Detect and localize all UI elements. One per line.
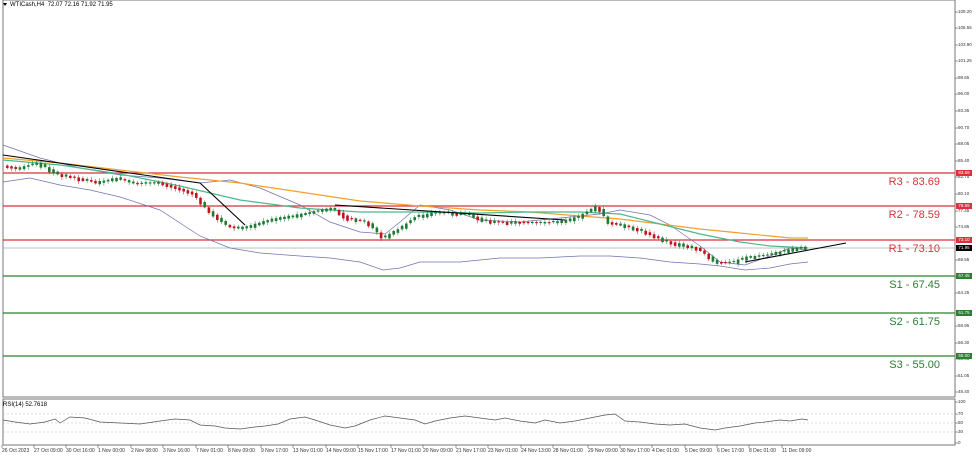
time-axis-label: 13 Nov 01:00 — [293, 448, 323, 454]
price-axis-label: 103.90 — [958, 42, 972, 47]
rsi-indicator-label: RSI(14) 52.7618 — [3, 402, 48, 408]
level-label-s3: S3 - 55.00 — [889, 359, 940, 371]
time-axis-label: 9 Nov 17:00 — [261, 448, 288, 454]
price-axis-label: 93.35 — [958, 108, 970, 113]
time-axis-label: 8 Dec 01:00 — [749, 448, 776, 454]
time-axis-label: 4 Dec 01:00 — [652, 448, 679, 454]
time-axis-label: 28 Nov 01:00 — [553, 448, 583, 454]
level-tag-s3: 55.00 — [956, 353, 972, 359]
level-tag-r1: 73.10 — [956, 237, 972, 243]
price-axis-label: 77.45 — [958, 208, 970, 213]
price-axis-label: 96.00 — [958, 91, 970, 96]
level-label-r1: R1 - 73.10 — [888, 243, 940, 255]
time-axis-label: 29 Nov 09:00 — [588, 448, 618, 454]
candlesticks — [6, 160, 807, 267]
price-axis-label: 106.55 — [958, 25, 972, 30]
main-panel — [2, 0, 956, 398]
rsi-line — [2, 413, 809, 431]
level-label-r3: R3 - 83.69 — [888, 176, 940, 188]
time-axis-label: 5 Dec 09:00 — [685, 448, 712, 454]
price-axis-label: 51.05 — [958, 373, 970, 378]
time-axis-label: 21 Nov 17:00 — [456, 448, 486, 454]
level-tag-r3: 83.69 — [956, 170, 972, 176]
time-axis-label: 8 Nov 09:00 — [228, 448, 255, 454]
rsi-axis-label: 0 — [958, 440, 961, 445]
ohlc-values: 72.07 72.16 71.92 71.95 — [47, 2, 113, 8]
level-tag-s1: 67.45 — [956, 273, 972, 279]
time-axis-label: 23 Nov 01:00 — [488, 448, 518, 454]
rsi-axis-label: 50 — [958, 420, 964, 425]
trendlines[interactable] — [2, 154, 847, 263]
price-axis-label: 88.05 — [958, 141, 970, 146]
price-axis-label: 69.55 — [958, 257, 970, 262]
time-axis-label: 6 Dec 17:00 — [717, 448, 744, 454]
rsi-axis-label: 100 — [958, 399, 966, 404]
rsi-axis-label: 70 — [958, 411, 964, 416]
time-axis-label: 14 Nov 09:00 — [326, 448, 356, 454]
level-tag-r2: 78.59 — [956, 203, 972, 209]
price-axis-label: 101.25 — [958, 58, 972, 63]
price-axis-label: 64.25 — [958, 290, 970, 295]
price-axis-label: 90.70 — [958, 125, 970, 130]
time-axis-label: 15 Nov 17:00 — [358, 448, 388, 454]
time-axis-label: 2 Nov 08:00 — [131, 448, 158, 454]
price-axis-label: 74.85 — [958, 224, 970, 229]
rsi-level-lines — [3, 413, 955, 433]
chart-title: WTICash,H4 72.07 72.16 71.92 71.95 — [3, 2, 113, 8]
moving-averages — [2, 157, 809, 249]
axis-tick-marks — [1, 11, 958, 448]
time-axis-label: 24 Nov 13:00 — [521, 448, 551, 454]
level-label-s2: S2 - 61.75 — [889, 316, 940, 328]
support-resistance-lines[interactable] — [3, 172, 955, 357]
price-axis-label: 82.75 — [958, 174, 970, 179]
symbol-label: WTICash,H4 — [10, 2, 45, 8]
level-tag-s2: 61.75 — [956, 310, 972, 316]
time-axis-label: 26 Oct 2023 — [2, 448, 30, 454]
rsi-axis-label: 30 — [958, 429, 964, 434]
level-label-r2: R2 - 78.59 — [888, 209, 940, 221]
time-axis-label: 3 Nov 16:00 — [163, 448, 190, 454]
time-axis-label: 7 Nov 01:00 — [196, 448, 223, 454]
price-axis-label: 56.30 — [958, 340, 970, 345]
current-price-tag: 71.95 — [956, 245, 972, 251]
time-axis-label: 30 Oct 16:00 — [66, 448, 95, 454]
time-axis-label: 20 Nov 09:00 — [423, 448, 453, 454]
price-axis-label: 85.40 — [958, 158, 970, 163]
time-axis-label: 17 Nov 01:00 — [391, 448, 421, 454]
price-axis-label: 80.10 — [958, 191, 970, 196]
price-axis-label: 48.40 — [958, 389, 970, 394]
price-axis-label: 58.95 — [958, 323, 970, 328]
time-axis-label: 11 Dec 09:00 — [782, 448, 812, 454]
price-axis-label: 109.20 — [958, 9, 972, 14]
time-axis-label: 30 Nov 17:00 — [620, 448, 650, 454]
rsi-panel — [2, 398, 956, 446]
time-axis-label: 1 Nov 00:00 — [98, 448, 125, 454]
price-axis-label: 98.65 — [958, 75, 970, 80]
time-axis-label: 27 Oct 09:00 — [34, 448, 63, 454]
dropdown-triangle-icon[interactable] — [3, 2, 7, 6]
level-label-s1: S1 - 67.45 — [889, 279, 940, 291]
